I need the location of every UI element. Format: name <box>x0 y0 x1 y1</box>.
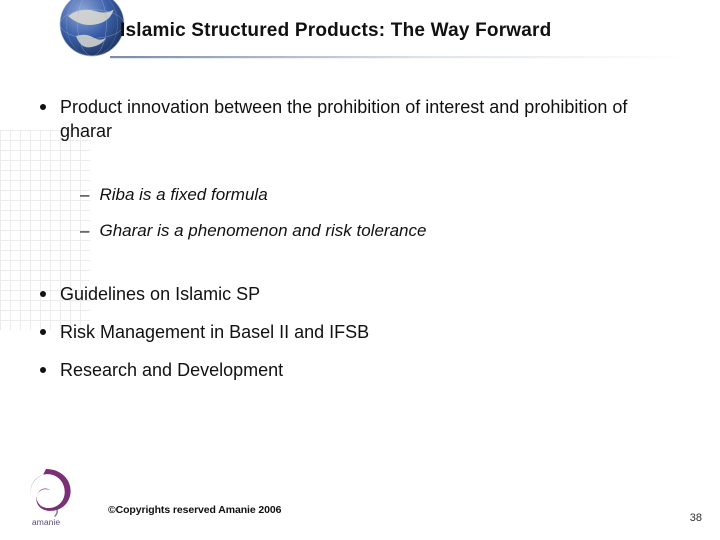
bullet-dot-icon <box>40 291 46 297</box>
sub-bullet-item: – Gharar is a phenomenon and risk tolera… <box>80 220 680 242</box>
title-underline <box>110 56 690 60</box>
page-title: Islamic Structured Products: The Way For… <box>120 20 690 42</box>
bullet-text: Gharar is a phenomenon and risk toleranc… <box>99 220 426 242</box>
bullet-dash-icon: – <box>80 220 89 242</box>
spacer <box>40 158 680 184</box>
content-area: Product innovation between the prohibiti… <box>40 95 680 397</box>
logo-text: amanie <box>32 517 60 527</box>
bullet-dash-icon: – <box>80 184 89 206</box>
page-number: 38 <box>690 512 702 524</box>
spacer <box>40 256 680 282</box>
bullet-text: Product innovation between the prohibiti… <box>60 95 680 144</box>
sub-bullet-item: – Riba is a fixed formula <box>80 184 680 206</box>
bullet-text: Research and Development <box>60 358 283 382</box>
bullet-dot-icon <box>40 104 46 110</box>
bullet-text: Risk Management in Basel II and IFSB <box>60 320 369 344</box>
bullet-dot-icon <box>40 329 46 335</box>
bullet-text: Guidelines on Islamic SP <box>60 282 260 306</box>
bullet-item: Risk Management in Basel II and IFSB <box>40 320 680 344</box>
copyright-text: ©Copyrights reserved Amanie 2006 <box>108 504 281 516</box>
bullet-item: Product innovation between the prohibiti… <box>40 95 680 144</box>
bullet-dot-icon <box>40 367 46 373</box>
title-area: Islamic Structured Products: The Way For… <box>120 20 690 42</box>
bullet-item: Guidelines on Islamic SP <box>40 282 680 306</box>
amanie-logo-icon: amanie <box>10 456 82 528</box>
slide: Islamic Structured Products: The Way For… <box>0 0 720 540</box>
bullet-item: Research and Development <box>40 358 680 382</box>
bullet-text: Riba is a fixed formula <box>99 184 267 206</box>
